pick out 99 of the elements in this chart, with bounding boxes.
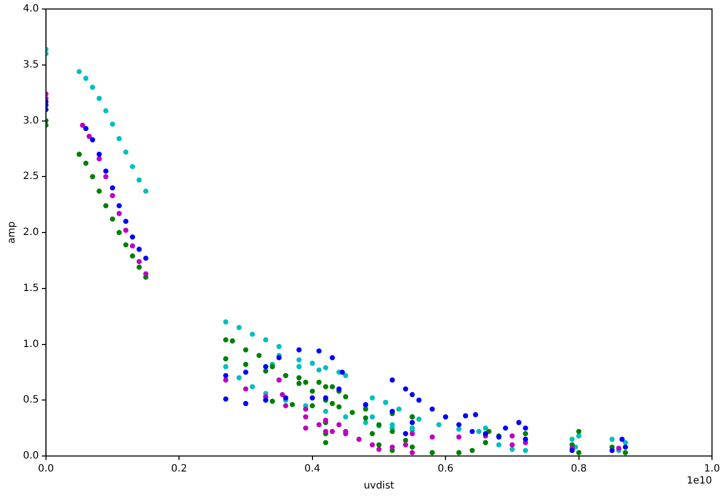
point — [442, 414, 448, 420]
point — [336, 422, 342, 428]
point — [510, 433, 515, 438]
point — [243, 370, 248, 375]
point — [223, 372, 228, 378]
point — [356, 436, 362, 442]
point — [263, 398, 268, 403]
point — [243, 400, 248, 406]
y-tick-label: 3.0 — [22, 115, 39, 126]
point — [472, 412, 478, 418]
y-tick-label: 0.0 — [22, 450, 39, 462]
y-tick-label: 1.0 — [22, 338, 39, 350]
x-tick-label: 0.2 — [171, 464, 188, 475]
point — [103, 168, 108, 174]
point — [390, 377, 395, 383]
point — [243, 386, 248, 392]
y-tick-label: 2.0 — [22, 227, 39, 238]
point — [303, 414, 308, 420]
point — [390, 408, 395, 414]
x-tick-label: 0.6 — [438, 464, 454, 475]
point — [96, 156, 102, 162]
point — [123, 228, 128, 233]
point — [416, 398, 422, 403]
point — [410, 450, 415, 456]
point — [276, 355, 282, 360]
point — [143, 256, 148, 261]
point — [80, 122, 86, 128]
point — [83, 126, 88, 132]
point — [336, 386, 342, 392]
point — [619, 436, 625, 442]
point — [370, 442, 375, 448]
point — [116, 203, 122, 208]
point — [303, 406, 308, 412]
point — [316, 422, 322, 428]
point — [280, 392, 285, 398]
x-tick-label: 0.0 — [38, 464, 54, 475]
point — [323, 418, 328, 423]
text: 1e10 — [686, 476, 712, 487]
point — [410, 431, 415, 436]
y-tick-label: 1.5 — [22, 282, 39, 294]
y-tick-label: 3.5 — [22, 59, 39, 70]
point — [283, 403, 288, 408]
point — [310, 395, 315, 400]
point — [136, 258, 142, 264]
point — [340, 370, 345, 375]
point — [402, 386, 408, 392]
point — [402, 442, 408, 448]
point — [276, 377, 282, 383]
y-tick-label: 4.0 — [22, 4, 39, 15]
point — [330, 428, 335, 434]
y-tick-label: 2.5 — [22, 171, 39, 182]
point — [263, 364, 268, 370]
point — [510, 442, 515, 448]
point — [570, 448, 575, 454]
point — [223, 396, 228, 402]
point — [376, 446, 382, 452]
point — [123, 218, 128, 224]
point — [616, 446, 622, 451]
point — [116, 210, 122, 216]
y-tick-label: 0.5 — [22, 394, 39, 406]
point — [462, 413, 468, 418]
point — [323, 395, 328, 400]
point — [402, 431, 408, 436]
point — [502, 425, 508, 431]
point — [130, 234, 136, 240]
y-axis-title: amp — [6, 221, 18, 244]
x-tick-label: 1.0 — [704, 464, 720, 475]
point — [430, 434, 435, 440]
point — [323, 428, 328, 434]
point — [86, 134, 92, 139]
point — [410, 420, 415, 426]
point — [609, 448, 615, 454]
x-tick-label: 0.4 — [304, 464, 320, 475]
point — [296, 347, 302, 352]
point — [522, 436, 528, 442]
point — [390, 444, 395, 450]
point — [522, 425, 528, 431]
point — [90, 137, 96, 142]
x-axis-title: uvdist — [364, 480, 394, 492]
point — [283, 395, 288, 400]
point — [622, 444, 628, 450]
point — [223, 377, 228, 383]
point — [130, 243, 136, 249]
point — [330, 355, 335, 360]
point — [316, 348, 322, 354]
point — [516, 420, 522, 426]
point — [136, 246, 142, 252]
point — [110, 185, 116, 190]
point — [110, 193, 116, 198]
point — [103, 174, 108, 180]
point — [430, 406, 435, 412]
point — [456, 434, 462, 440]
x-tick-label: 0.8 — [570, 464, 587, 475]
point — [96, 152, 102, 157]
point — [410, 392, 415, 398]
point — [456, 422, 462, 428]
point — [143, 271, 148, 276]
point — [470, 428, 475, 434]
point — [303, 425, 308, 431]
